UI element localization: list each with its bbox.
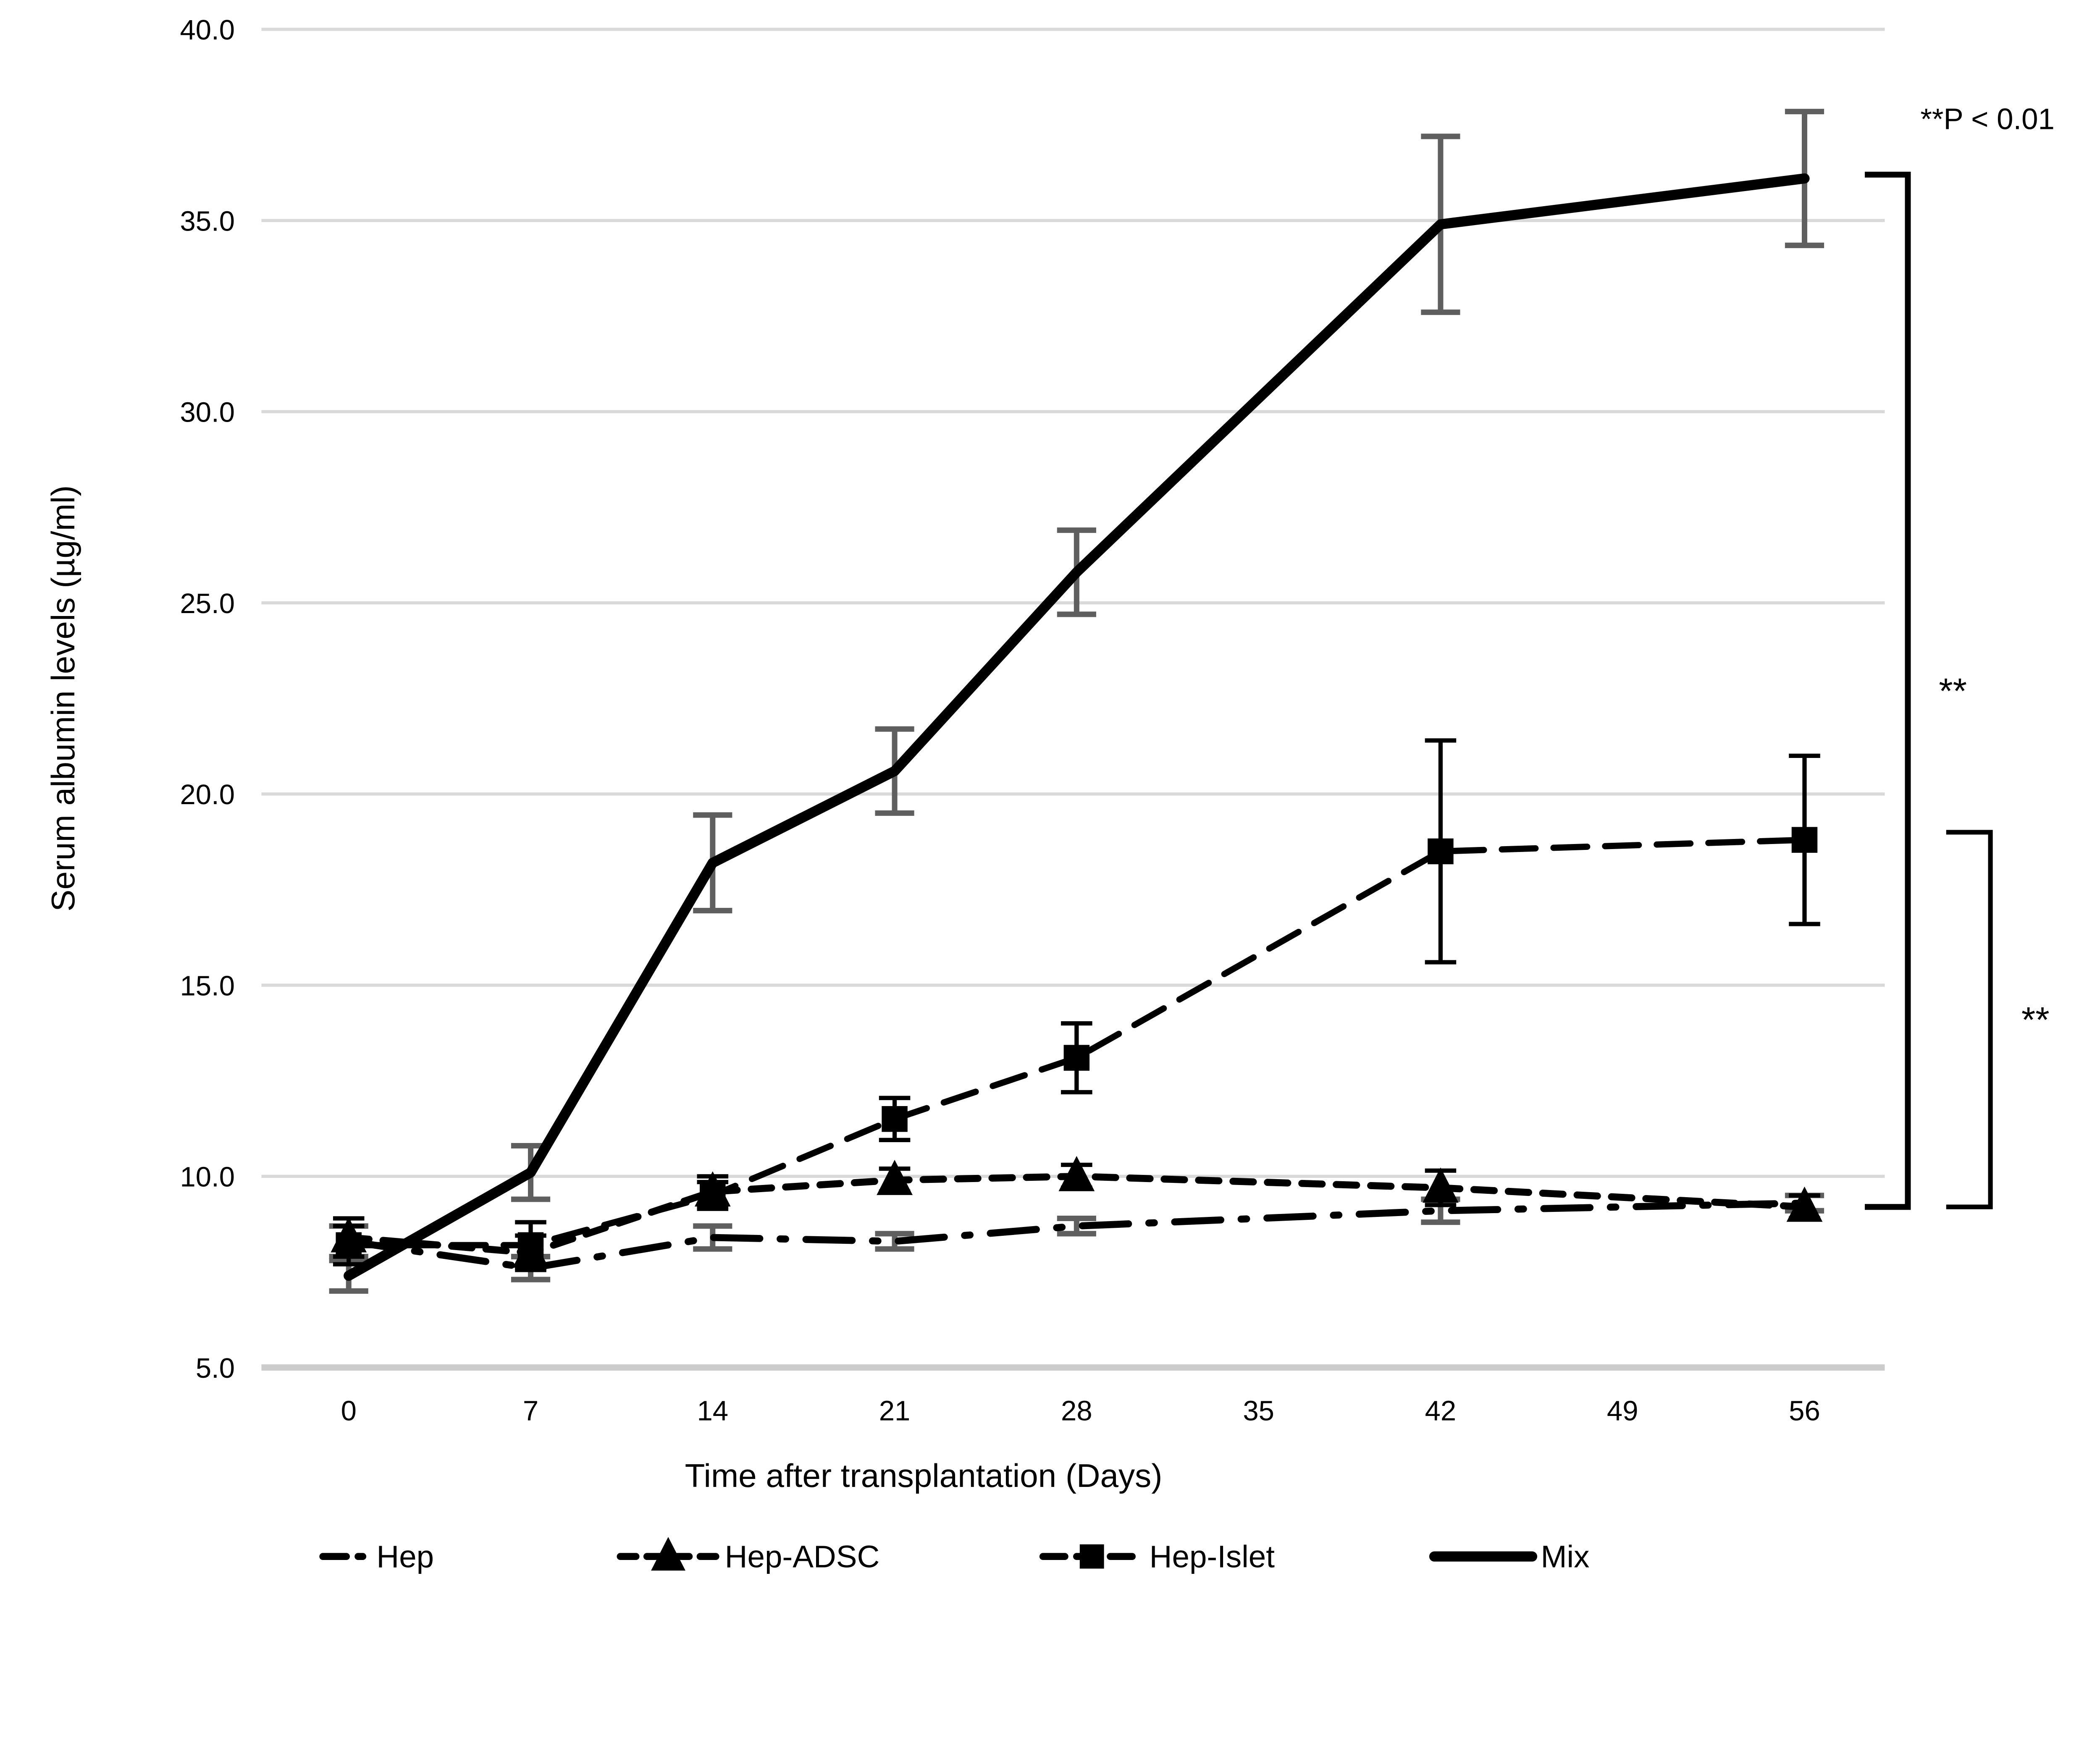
significance-stars: **: [2021, 1000, 2050, 1040]
x-tick-label: 42: [1425, 1395, 1457, 1426]
x-tick-label: 49: [1607, 1395, 1638, 1426]
y-tick-label: 35.0: [180, 205, 235, 237]
legend-label: Hep-Islet: [1150, 1539, 1275, 1574]
y-axis-title: Serum albumin levels (µg/ml): [45, 485, 81, 912]
square-marker: [1428, 838, 1454, 865]
y-tick-label: 40.0: [180, 14, 235, 46]
legend-square-marker: [1079, 1544, 1104, 1569]
square-marker: [882, 1106, 908, 1132]
legend-item-hep-islet: Hep-Islet: [1039, 1539, 1275, 1574]
y-tick-label: 25.0: [180, 588, 235, 619]
x-tick-label: 14: [697, 1395, 728, 1426]
legend-item-hep-adsc: Hep-ADSC: [617, 1537, 880, 1574]
chart-figure: 40.0 35.0 30.0 25.0 20.0 15.0 10.0 5.0 0 7 14 21 28 3…: [45, 14, 2055, 1574]
y-tick-label: 20.0: [180, 779, 235, 810]
x-tick-label: 56: [1789, 1395, 1820, 1426]
y-tick-label: 15.0: [180, 970, 235, 1001]
legend-item-mix: Mix: [1429, 1539, 1589, 1574]
legend-item-hep: Hep: [319, 1539, 434, 1574]
markers-hep-islet: [336, 827, 1818, 1258]
x-tick-label: 0: [341, 1395, 357, 1426]
triangle-marker: [877, 1160, 913, 1195]
legend-label: Mix: [1541, 1539, 1589, 1574]
square-marker: [336, 1232, 362, 1258]
y-tick-label: 10.0: [180, 1161, 235, 1193]
series-line-hep: [345, 1199, 1808, 1272]
square-marker: [1791, 827, 1818, 853]
significance-bracket: [1864, 171, 1911, 1210]
y-axis-tick-labels: 40.0 35.0 30.0 25.0 20.0 15.0 10.0 5.0: [180, 14, 235, 1384]
square-marker: [517, 1232, 544, 1258]
x-tick-label: 21: [879, 1395, 911, 1426]
legend-label: Hep: [376, 1539, 434, 1574]
x-axis-title: Time after transplantation (Days): [685, 1457, 1163, 1494]
legend-label: Hep-ADSC: [725, 1539, 880, 1574]
y-tick-label: 30.0: [180, 397, 235, 428]
series-line-mix: [344, 173, 1810, 1281]
x-axis-tick-labels: 0 7 14 21 28 35 42 49 56: [341, 1395, 1820, 1426]
significance-bracket: [1946, 830, 1993, 1209]
x-tick-label: 35: [1243, 1395, 1274, 1426]
square-marker: [700, 1182, 726, 1209]
p-value-note: **P < 0.01: [1920, 102, 2055, 136]
x-tick-label: 7: [523, 1395, 538, 1426]
albumin-line-chart: 40.0 35.0 30.0 25.0 20.0 15.0 10.0 5.0 0 7 14 21 28 3…: [45, 14, 2055, 1574]
legend-triangle-marker: [651, 1537, 686, 1571]
legend: Hep Hep-ADSC Hep-Islet Mix: [319, 1537, 1589, 1574]
y-tick-label: 5.0: [196, 1353, 235, 1384]
error-bars-mix: [329, 109, 1824, 1294]
significance-stars: **: [1939, 671, 1967, 711]
triangle-marker: [1058, 1156, 1095, 1191]
square-marker: [1063, 1045, 1090, 1071]
x-tick-label: 28: [1061, 1395, 1092, 1426]
triangle-marker: [1786, 1186, 1823, 1222]
markers-hep-adsc: [331, 1156, 1823, 1268]
triangle-marker: [1423, 1167, 1459, 1203]
